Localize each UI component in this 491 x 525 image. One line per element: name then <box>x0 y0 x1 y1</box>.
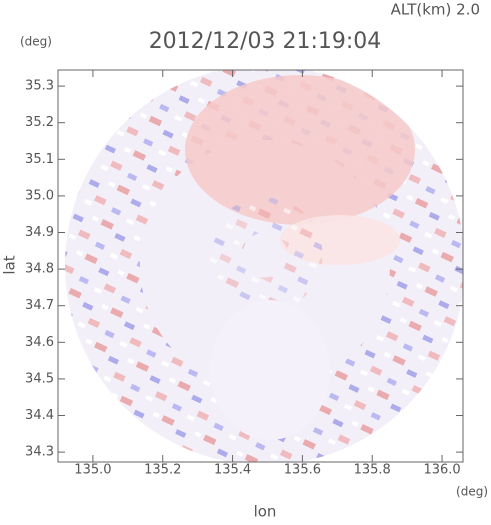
y-tick-label: 34.7 <box>25 298 54 313</box>
y-tick-label: 35.1 <box>25 152 54 167</box>
y-tick-label: 35.3 <box>25 79 54 94</box>
x-tick-label: 135.2 <box>144 463 181 478</box>
y-tick-label: 34.4 <box>25 408 54 423</box>
y-unit: (deg) <box>20 35 52 49</box>
x-tick-label: 135.6 <box>284 463 321 478</box>
altitude-label: ALT(km) 2.0 <box>391 1 480 19</box>
x-tick-label: 135.4 <box>214 463 251 478</box>
x-tick-label: 135.0 <box>74 463 111 478</box>
x-tick-label: 135.8 <box>354 463 391 478</box>
chart-title: 2012/12/03 21:19:04 <box>149 29 382 54</box>
y-tick-label: 34.3 <box>25 445 54 460</box>
y-tick-label: 34.8 <box>25 262 54 277</box>
plot-frame <box>57 69 464 463</box>
x-unit: (deg) <box>456 485 488 499</box>
y-tick-label: 35.2 <box>25 115 54 130</box>
radar-field <box>65 70 463 462</box>
y-axis-label: lat <box>1 255 19 274</box>
y-tick-label: 34.6 <box>25 335 54 350</box>
y-tick-label: 34.9 <box>25 225 54 240</box>
x-axis-label: lon <box>254 503 277 521</box>
y-tick-label: 34.5 <box>25 371 54 386</box>
y-tick-label: 35.0 <box>25 188 54 203</box>
x-tick-label: 136.0 <box>423 463 460 478</box>
